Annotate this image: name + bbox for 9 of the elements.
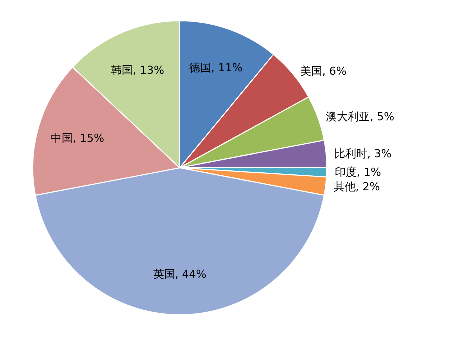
slice-label: 比利时, 3% [334, 147, 392, 160]
slice-label: 韩国, 13% [110, 64, 164, 77]
slice-label: 中国, 15% [51, 132, 104, 145]
slice-label: 澳大利亚, 5% [326, 110, 395, 124]
slice-label: 印度, 1% [334, 166, 382, 180]
slice-label: 英国, 44% [153, 268, 207, 281]
slice-label: 其他, 2% [334, 180, 380, 194]
slice-label: 德国, 11% [189, 61, 243, 74]
slice-label: 美国, 6% [300, 65, 347, 78]
